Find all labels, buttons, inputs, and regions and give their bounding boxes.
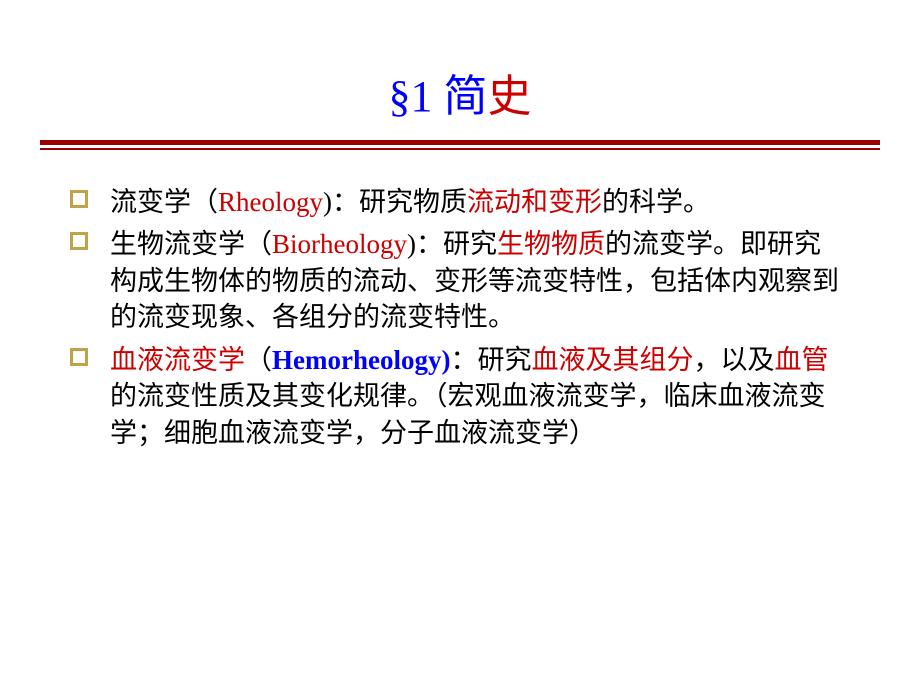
list-item: 生物流变学（Biorheology)：研究生物物质的流变学。即研究构成生物体的物… bbox=[110, 226, 840, 335]
text-segment: Rheology bbox=[218, 187, 323, 217]
text-segment: 血液及其组分 bbox=[531, 345, 693, 375]
text-segment: （ bbox=[245, 345, 272, 375]
square-bullet-icon bbox=[70, 190, 88, 208]
square-bullet-icon bbox=[70, 232, 88, 250]
text-segment: Hemorheology) bbox=[272, 345, 450, 375]
slide-title: §1 简史 bbox=[0, 60, 920, 124]
list-item: 流变学（Rheology)：研究物质流动和变形的科学。 bbox=[110, 184, 840, 220]
slide: §1 简史 流变学（Rheology)：研究物质流动和变形的科学。生物流变学（B… bbox=[0, 0, 920, 690]
text-segment: 生物流变学（ bbox=[110, 229, 272, 259]
text-segment: 血管 bbox=[774, 345, 828, 375]
square-bullet-icon bbox=[70, 348, 88, 366]
list-item: 血液流变学（Hemorheology)：研究血液及其组分，以及血管的流变性质及其… bbox=[110, 342, 840, 451]
text-segment: 血液流变学 bbox=[110, 345, 245, 375]
text-segment: 的流变性质及其变化规律。（宏观血液流变学，临床血液流变学；细胞血液流变学，分子血… bbox=[110, 381, 826, 447]
text-segment: )：研究物质 bbox=[323, 187, 467, 217]
content-list: 流变学（Rheology)：研究物质流动和变形的科学。生物流变学（Biorheo… bbox=[0, 184, 920, 451]
text-segment: 流变学（ bbox=[110, 187, 218, 217]
text-segment: ：研究 bbox=[450, 345, 531, 375]
title-prefix: §1 简 bbox=[389, 72, 488, 121]
text-segment: )：研究 bbox=[407, 229, 497, 259]
text-segment: ，以及 bbox=[693, 345, 774, 375]
title-suffix: 史 bbox=[488, 72, 532, 121]
title-divider bbox=[0, 140, 920, 150]
text-segment: 流动和变形 bbox=[467, 187, 602, 217]
text-segment: 生物物质 bbox=[497, 229, 605, 259]
text-segment: 的科学。 bbox=[602, 187, 710, 217]
text-segment: Biorheology bbox=[272, 229, 407, 259]
